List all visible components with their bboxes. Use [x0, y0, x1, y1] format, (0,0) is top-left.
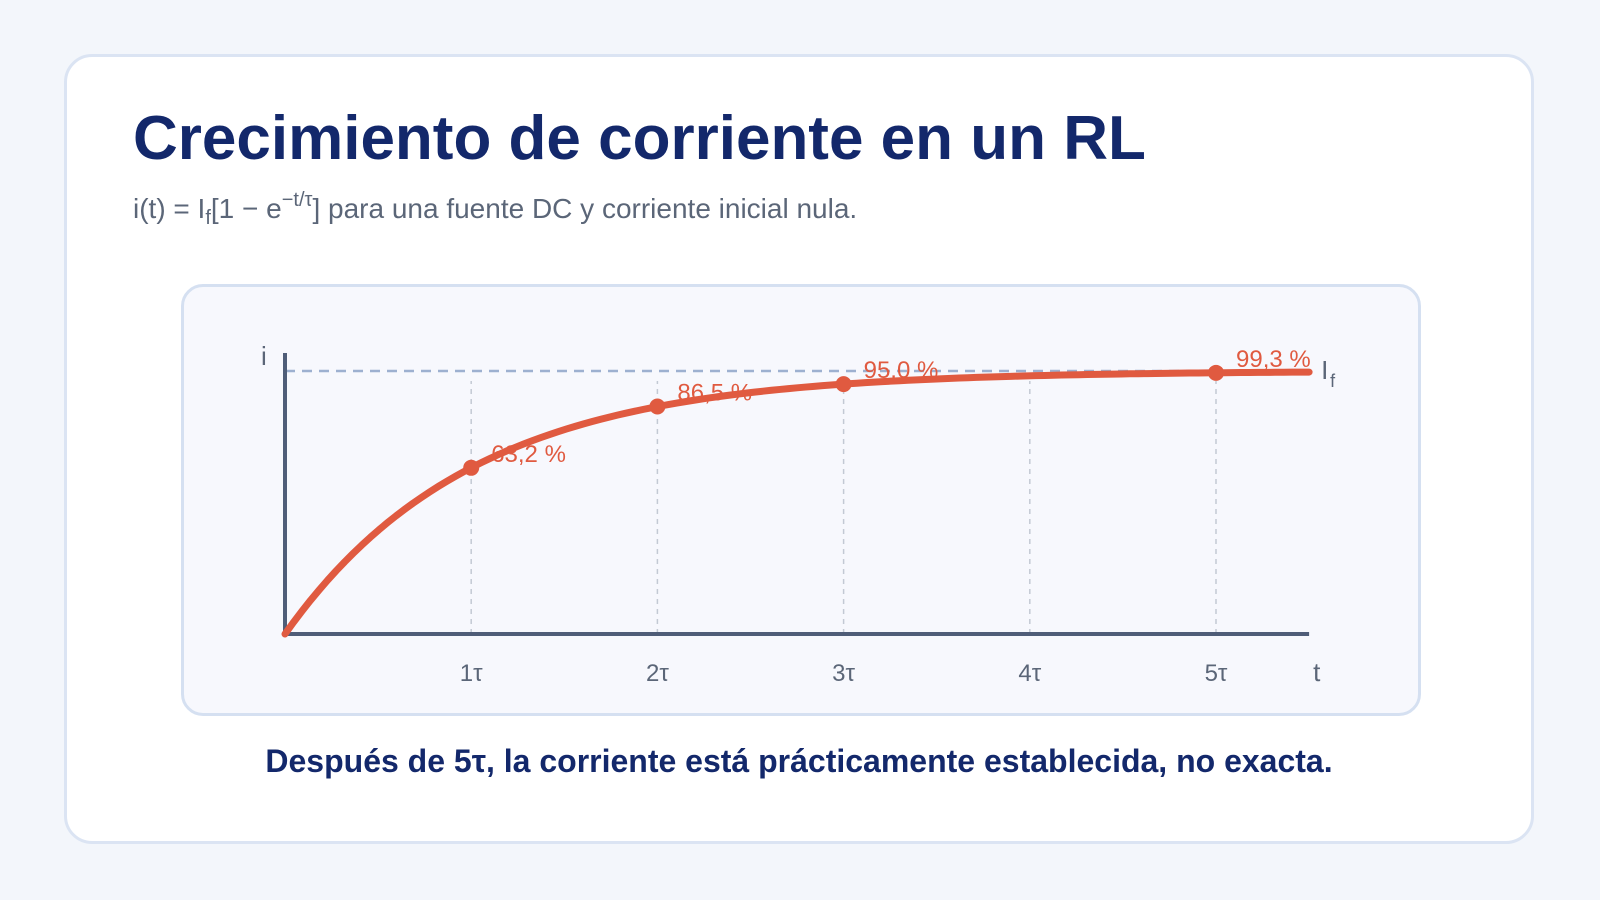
- data-point-1: [463, 459, 480, 476]
- data-label-3: 95,0 %: [864, 357, 939, 384]
- formula-subtitle: i(t) = If[1 − e−t/τ] para una fuente DC …: [133, 189, 857, 230]
- data-label-2: 86,5 %: [677, 380, 752, 407]
- formula-prefix: i(t) = I: [133, 193, 206, 224]
- x-tick-label-1: 1τ: [460, 660, 483, 687]
- data-label-4: 99,3 %: [1236, 346, 1311, 373]
- formula-sub: f: [205, 207, 211, 229]
- y-axis-label: i: [261, 341, 267, 371]
- asymptote-label: I: [1321, 355, 1328, 385]
- data-point-2: [649, 398, 666, 415]
- card: Crecimiento de corriente en un RL i(t) =…: [64, 54, 1534, 844]
- x-axis-label: t: [1313, 657, 1321, 687]
- data-point-4: [1208, 364, 1224, 381]
- x-tick-label-5: 5τ: [1205, 660, 1228, 687]
- formula-mid: [1 − e: [210, 193, 282, 224]
- asymptote-label-sub: f: [1330, 371, 1336, 391]
- x-tick-label-2: 2τ: [646, 660, 669, 687]
- x-tick-label-3: 3τ: [832, 660, 855, 687]
- data-point-3: [835, 376, 852, 393]
- data-label-1: 63,2 %: [491, 441, 566, 468]
- formula-sup: −t/τ: [281, 189, 313, 211]
- footer-note: Después de 5τ, la corriente está práctic…: [265, 743, 1333, 779]
- series-line: [281, 368, 1313, 638]
- x-tick-label-4: 4τ: [1018, 660, 1041, 687]
- page-title: Crecimiento de corriente en un RL: [133, 104, 1146, 173]
- chart-svg: i t 1τ 2τ 3τ 4τ 5τ I f 63,2 % 86,5 % 95,0 % 99,3 %: [261, 341, 1336, 687]
- formula-suffix: ] para una fuente DC y corriente inicial…: [312, 193, 858, 224]
